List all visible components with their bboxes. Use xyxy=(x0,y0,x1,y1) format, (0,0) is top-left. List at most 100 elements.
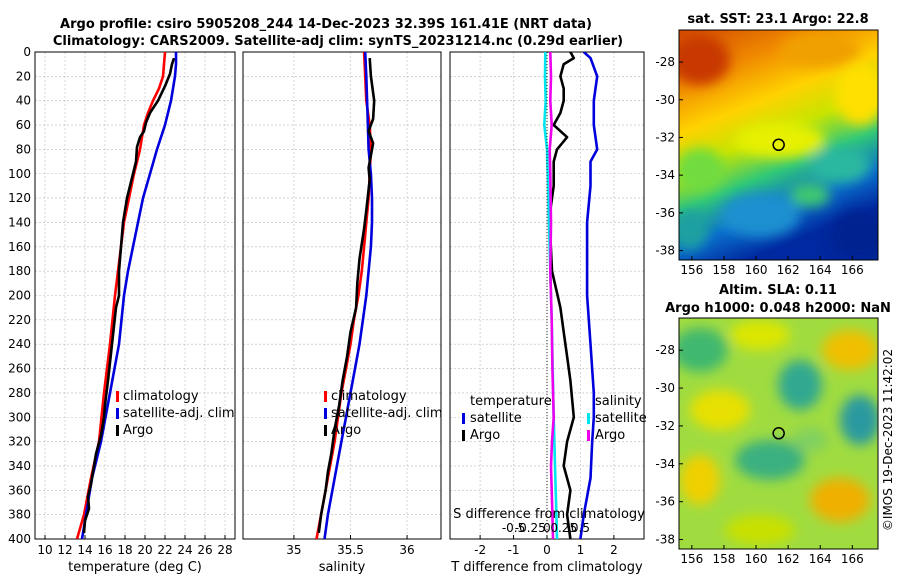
lat-tick-label: -28 xyxy=(655,55,675,69)
x-tick-label: 0 xyxy=(543,543,551,557)
x-tick-label: 22 xyxy=(157,543,172,557)
series-line-climatology xyxy=(75,52,167,539)
y-tick-label: 380 xyxy=(8,508,31,522)
legend-swatch xyxy=(462,413,465,424)
x-tick-label: 14 xyxy=(77,543,92,557)
y-tick-label: 20 xyxy=(16,69,31,83)
y-tick-label: 400 xyxy=(8,532,31,546)
lon-tick-label: 162 xyxy=(777,263,800,277)
series-line-argo xyxy=(317,58,376,534)
x-tick-label: 20 xyxy=(137,543,152,557)
legend-label: climatology xyxy=(123,389,199,404)
x-tick-label: 36 xyxy=(399,543,414,557)
y-tick-label: 220 xyxy=(8,313,31,327)
y-tick-label: 180 xyxy=(8,264,31,278)
lon-tick-label: 160 xyxy=(745,552,768,566)
s-tick-label: 0.25 xyxy=(550,521,577,535)
lat-tick-label: -32 xyxy=(655,130,675,144)
series-line-satellite-adj-clim xyxy=(80,52,178,539)
legend-swatch xyxy=(116,408,119,419)
x-tick-label: 16 xyxy=(97,543,112,557)
legend-label: satellite xyxy=(595,411,647,426)
series-line-s-argo xyxy=(548,52,555,539)
lat-tick-label: -32 xyxy=(655,419,675,433)
series-group xyxy=(543,52,599,539)
lat-tick-label: -30 xyxy=(655,381,675,395)
legend-swatch xyxy=(324,425,327,436)
y-tick-label: 260 xyxy=(8,362,31,376)
x-tick-label: 18 xyxy=(117,543,132,557)
legend-swatch xyxy=(587,430,590,441)
s-axis-label: S difference from climatology xyxy=(453,507,645,522)
series-line-satellite-adj-clim xyxy=(323,52,374,539)
x-tick-label: -2 xyxy=(474,543,486,557)
s-tick-label: -0.5 xyxy=(502,521,525,535)
series-group xyxy=(75,52,178,539)
x-tick-label: -1 xyxy=(508,543,520,557)
legend-swatch xyxy=(324,391,327,402)
lon-tick-label: 166 xyxy=(841,552,864,566)
y-tick-label: 240 xyxy=(8,337,31,351)
y-tick-label: 80 xyxy=(16,142,31,156)
x-axis-label: T difference from climatology xyxy=(450,560,643,575)
y-tick-label: 200 xyxy=(8,289,31,303)
s-tick-label: -0.25 xyxy=(515,521,546,535)
grid xyxy=(243,51,441,540)
salinity-panel: 35 35.5 36 salinity climatology satellite-adj… xyxy=(242,51,443,575)
x-axis-label: salinity xyxy=(319,560,366,575)
s-tick-label: 0.5 xyxy=(571,521,590,535)
y-tick-label: 140 xyxy=(8,215,31,229)
x-tick-label: 26 xyxy=(197,543,212,557)
title-line-1: Argo profile: csiro 5905208_244 14-Dec-2… xyxy=(60,17,592,32)
x-tick-label: 35.5 xyxy=(337,543,364,557)
grid xyxy=(35,51,235,540)
axes-frame xyxy=(34,51,236,540)
y-tick-label: 340 xyxy=(8,459,31,473)
y-tick-label: 300 xyxy=(8,410,31,424)
legend-label: Argo xyxy=(123,423,153,438)
legend-label: satellite xyxy=(470,411,522,426)
lat-tick-label: -36 xyxy=(655,495,675,509)
lon-tick-label: 156 xyxy=(680,263,703,277)
lon-tick-label: 166 xyxy=(841,263,864,277)
legend-swatch xyxy=(587,413,590,424)
x-tick-label: 12 xyxy=(57,543,72,557)
x-tick-label: 35 xyxy=(286,543,301,557)
legend-label: Argo xyxy=(595,428,625,443)
x-tick-label: 24 xyxy=(177,543,192,557)
y-tick-label: 280 xyxy=(8,386,31,400)
y-tick-label: 160 xyxy=(8,240,31,254)
series-line-t-satellite xyxy=(579,52,599,539)
lon-tick-label: 164 xyxy=(809,552,832,566)
lon-tick-label: 156 xyxy=(680,552,703,566)
lon-tick-label: 164 xyxy=(809,263,832,277)
legend-title-temperature: temperature xyxy=(470,394,552,409)
legend-label: Argo xyxy=(331,423,361,438)
legend-title-salinity: salinity xyxy=(595,394,642,409)
imos-credit: ©IMOS 19-Dec-2023 11:42:02 xyxy=(881,349,895,531)
legend-label: climatology xyxy=(331,389,407,404)
legend-label: satellite-adj. clim xyxy=(123,406,235,421)
lat-tick-label: -38 xyxy=(655,533,675,547)
sla-map-title-line-1: Altim. SLA: 0.11 xyxy=(719,283,837,298)
lat-tick-label: -36 xyxy=(655,206,675,220)
lat-tick-label: -34 xyxy=(655,457,675,471)
x-tick-label: 2 xyxy=(610,543,618,557)
y-tick-label: 60 xyxy=(16,118,31,132)
axes-frame xyxy=(242,51,442,540)
sst-map: 156 158 160 162 164 166 -28 -30 -32 -34 -36 -38 xyxy=(655,29,879,277)
legend-label: satellite-adj. clim xyxy=(331,406,443,421)
s-tick-label: 0 xyxy=(543,521,551,535)
sla-map: 156 158 160 162 164 166 -28 -30 -32 -34 -36 -38 xyxy=(655,317,879,566)
legend-swatch xyxy=(116,391,119,402)
lon-tick-label: 160 xyxy=(745,263,768,277)
difference-panel: -2 -1 0 1 2 T difference from climatology temp… xyxy=(449,51,647,575)
lat-tick-label: -38 xyxy=(655,244,675,258)
title-line-2: Climatology: CARS2009. Satellite-adj cli… xyxy=(53,34,623,49)
argo-location-marker-sst xyxy=(772,138,785,152)
x-tick-label: 10 xyxy=(37,543,52,557)
y-tick-label: 120 xyxy=(8,191,31,205)
legend-swatch xyxy=(462,430,465,441)
legend-label: Argo xyxy=(470,428,500,443)
